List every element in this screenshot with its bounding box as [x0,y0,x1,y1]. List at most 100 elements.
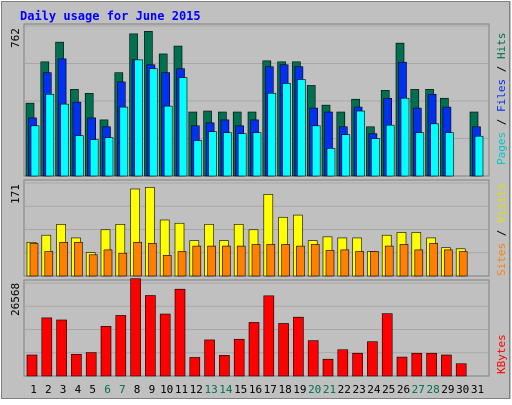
bar-pages [282,83,291,177]
x-tick-label: 12 [190,383,203,396]
x-tick-label: 17 [264,383,277,396]
bar-kbytes [426,352,437,377]
bar-sites [29,243,39,277]
x-tick-label: 15 [234,383,247,396]
bar-sites [340,249,350,277]
legend-visits: Visits [495,183,508,223]
bar-sites [355,251,364,277]
bar-kbytes [174,288,186,377]
x-tick-label: 19 [293,383,306,396]
bar-kbytes [307,340,319,377]
bar-kbytes [41,317,53,377]
bar-sites [177,251,187,277]
bar-kbytes [204,339,215,377]
bar-kbytes [263,295,275,377]
bar-sites [444,249,453,277]
bar-pages [237,133,247,177]
bar-pages [193,140,203,177]
bar-sites [429,243,438,277]
bar-kbytes [441,354,452,377]
bar-pages [163,105,173,177]
bar-sites [148,243,157,277]
ymax-label-hits: 762 [9,28,22,48]
bar-pages [400,97,410,177]
legend-kbytes: KBytes [495,334,508,374]
bar-kbytes [455,363,467,377]
bar-sites [266,244,276,277]
bar-pages [60,103,69,177]
bar-pages [371,138,380,177]
legend-visits-panel: Sites / Visits [495,183,508,276]
bar-kbytes [115,315,127,377]
bar-kbytes [100,325,112,377]
x-tick-label: 4 [75,383,82,396]
bar-sites [236,245,246,277]
x-tick-label: 14 [219,383,233,396]
bar-pages [311,125,321,177]
bar-pages [30,125,40,177]
bar-sites [384,245,394,277]
x-tick-label: 29 [441,383,454,396]
x-tick-label: 6 [104,383,111,396]
bar-pages [119,106,129,177]
bar-kbytes [381,313,393,377]
x-tick-label: 24 [367,383,381,396]
legend-pages: Pages [495,132,508,165]
x-tick-label: 27 [412,383,425,396]
bar-sites [88,254,98,277]
x-tick-label: 30 [456,383,469,396]
x-tick-label: 1 [30,383,37,396]
bar-sites [458,251,468,277]
bar-kbytes [159,313,171,377]
x-tick-label: 13 [204,383,217,396]
x-tick-label: 16 [249,383,262,396]
bar-sites [162,255,172,277]
bar-kbytes [26,354,38,377]
bar-pages [297,79,306,177]
ymax-label-visits: 171 [9,184,22,204]
bar-pages [267,93,277,177]
bar-sites [281,244,290,277]
bar-kbytes [233,338,245,377]
bar-kbytes [322,358,334,377]
bar-pages [430,123,439,177]
bar-kbytes [352,352,363,377]
bar-pages [134,59,143,177]
x-tick-label: 5 [89,383,96,396]
x-tick-label: 28 [426,383,439,396]
bar-pages [149,68,158,177]
x-tick-label: 22 [338,383,351,396]
bar-sites [310,244,320,277]
bar-pages [474,135,484,177]
bar-sites [74,241,83,277]
x-tick-label: 11 [175,383,188,396]
bar-kbytes [85,352,97,377]
x-tick-label: 8 [134,383,141,396]
bar-kbytes [278,323,289,377]
bar-sites [44,251,54,277]
bar-pages [341,134,351,177]
bar-sites [207,245,216,277]
bar-pages [385,124,395,177]
bar-kbytes [219,355,230,377]
bar-sites [325,250,335,277]
bar-pages [178,77,188,177]
bar-kbytes [189,357,201,377]
legend-hits: Hits [495,33,508,60]
x-tick-label: 7 [119,383,126,396]
bar-kbytes [293,316,304,377]
bar-pages [252,132,262,177]
x-tick-label: 10 [160,383,173,396]
x-tick-label: 26 [397,383,410,396]
bar-pages [89,139,99,177]
bar-kbytes [145,295,156,377]
bar-pages [75,135,84,177]
frame-shadow [1,1,510,399]
bar-kbytes [337,349,349,377]
bar-kbytes [396,356,408,377]
legend-sites: Sites [495,243,508,276]
chart-marks: 1 2 3 4 5 6 7 8 9 10 11 12 13 14 15 16 17 18 19 20 21 22 23 24 2… [25,25,488,396]
bar-sites [399,244,409,277]
bar-pages [104,137,114,177]
